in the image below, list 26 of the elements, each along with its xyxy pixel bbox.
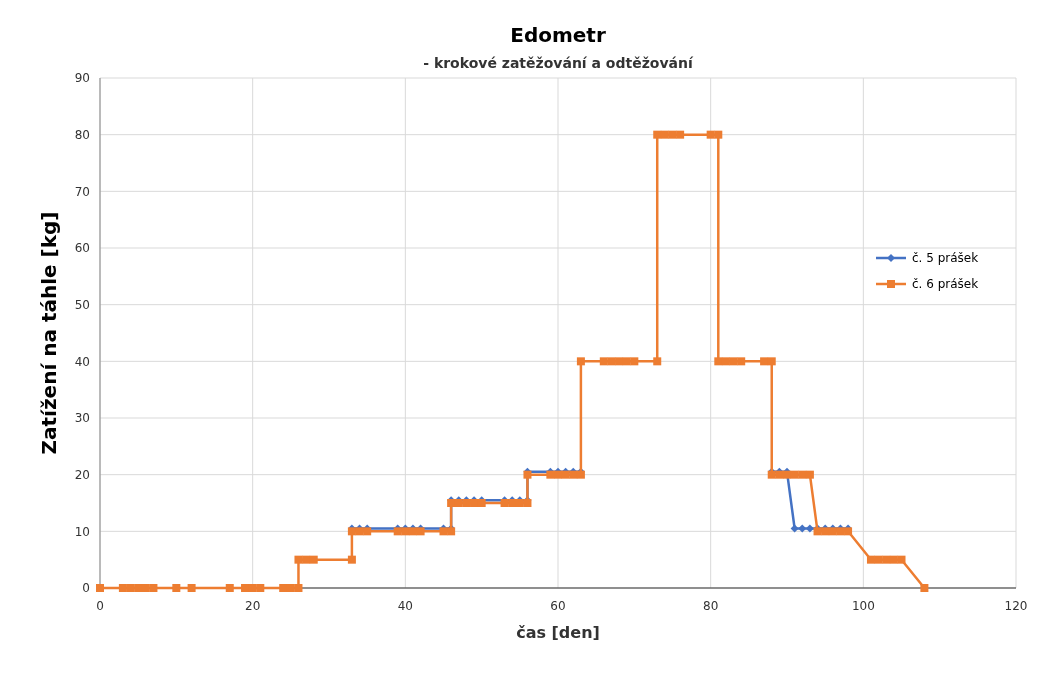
- chart-title: Edometr: [510, 23, 606, 47]
- y-tick-label: 80: [74, 127, 90, 142]
- point: [790, 524, 799, 533]
- y-tick-label: 50: [74, 297, 90, 312]
- y-tick-label: 30: [74, 411, 90, 426]
- point: [798, 524, 807, 533]
- y-tick-label: 90: [74, 71, 90, 86]
- x-tick-label: 60: [550, 599, 566, 613]
- x-axis-title: čas [den]: [516, 623, 600, 642]
- y-tick-label: 60: [74, 241, 90, 256]
- y-axis-title: Zatížení na táhle [kg]: [37, 211, 61, 455]
- x-tick-label: 80: [703, 599, 719, 613]
- point: [805, 524, 814, 533]
- x-tick-label: 40: [397, 599, 413, 613]
- y-tick-label: 40: [74, 354, 90, 369]
- legend-label: č. 6 prášek: [912, 277, 979, 292]
- x-tick-label: 100: [851, 599, 875, 613]
- y-tick-label: 20: [74, 467, 90, 482]
- x-tick-label: 120: [1004, 599, 1028, 613]
- y-tick-label: 10: [74, 524, 90, 539]
- x-tick-label: 20: [245, 599, 261, 613]
- legend-label: č. 5 prášek: [912, 251, 979, 266]
- y-tick-label: 70: [74, 184, 90, 199]
- y-tick-label: 0: [82, 581, 90, 596]
- chart-subtitle: - krokové zatěžování a odtěžování: [423, 55, 694, 71]
- x-tick-label: 0: [96, 599, 104, 613]
